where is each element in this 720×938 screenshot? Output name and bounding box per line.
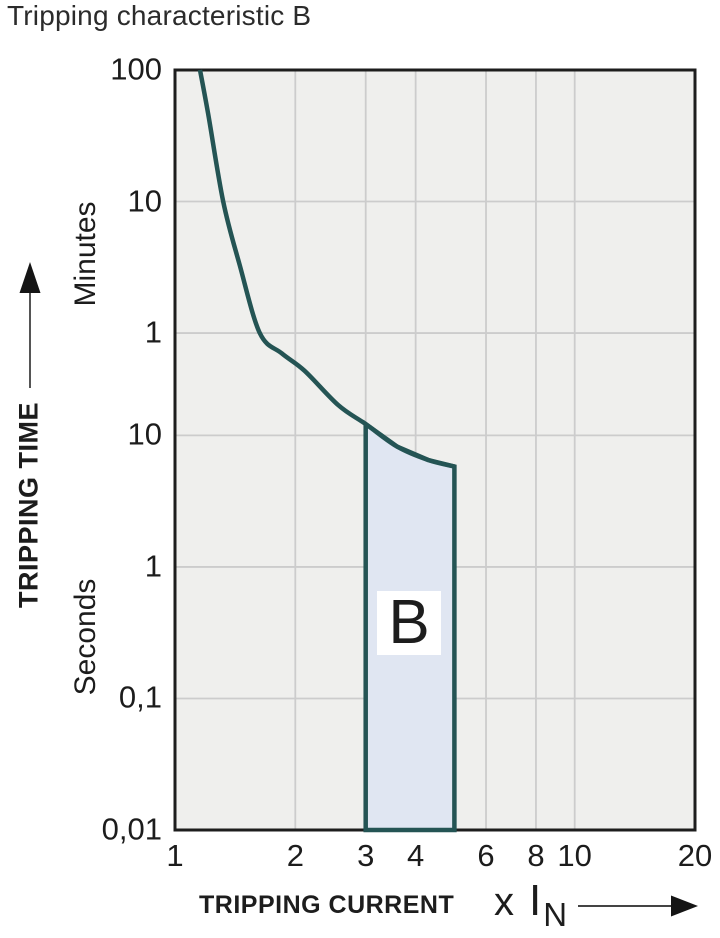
y-tick-label: 1 [144, 314, 162, 350]
y-tick-label: 10 [127, 182, 162, 218]
y-tick-label: 1 [144, 548, 162, 584]
y-tick-label: 0,1 [118, 679, 162, 715]
current-symbol: I [529, 876, 542, 925]
up-arrow-icon [19, 262, 41, 388]
x-tick-label: 2 [286, 838, 304, 873]
region-b-label: B [377, 591, 441, 655]
x-tick-label: 3 [357, 838, 375, 873]
current-subscript: N [543, 896, 568, 933]
x-tick-label: 4 [407, 838, 425, 873]
y-axis-title: TRIPPING TIME [13, 401, 44, 609]
y-unit-seconds-label: Seconds [69, 578, 102, 696]
y-tick-label: 10 [127, 416, 162, 452]
right-arrow-icon [578, 895, 698, 917]
x-tick-label: 6 [477, 838, 495, 873]
x-tick-label: 10 [557, 838, 592, 873]
multiplier-x: x [494, 880, 514, 924]
x-axis-title: TRIPPING CURRENT [199, 891, 455, 919]
x-axis-multiplier: x I N [494, 876, 567, 933]
x-tick-label: 1 [166, 838, 184, 873]
y-tick-label: 0,01 [101, 811, 162, 847]
x-tick-label: 8 [527, 838, 545, 873]
y-tick-label: 100 [110, 51, 162, 87]
x-tick-label: 20 [677, 838, 713, 873]
page-title: Tripping characteristic B [7, 0, 312, 31]
y-unit-minutes-label: Minutes [69, 201, 102, 307]
